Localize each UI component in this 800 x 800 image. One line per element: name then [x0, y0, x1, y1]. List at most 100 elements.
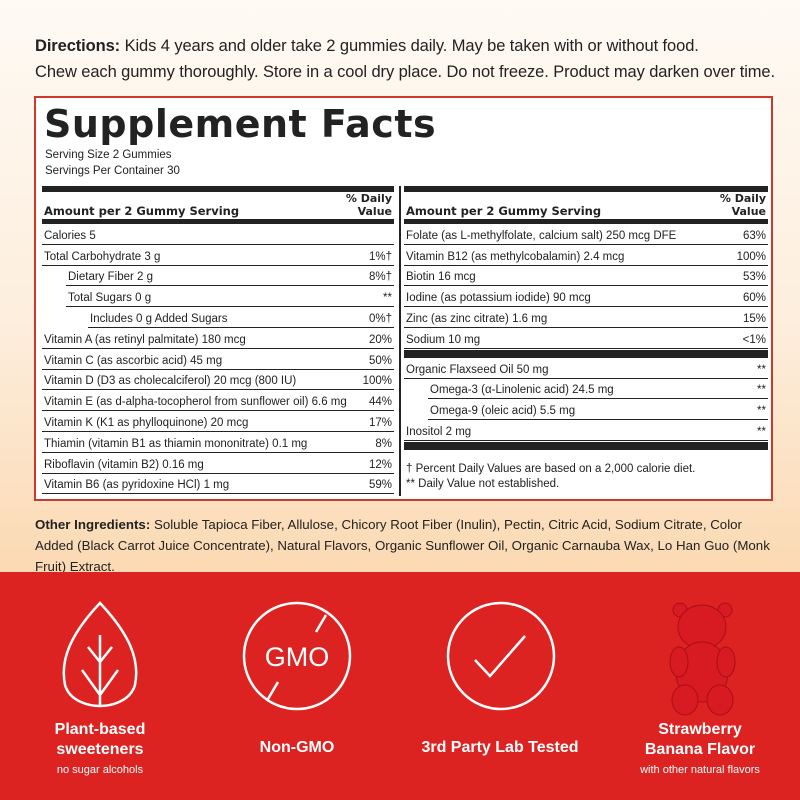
right-column: Amount per 2 Gummy Serving % Daily Value …	[404, 186, 768, 492]
nutrient-row: Total Carbohydrate 3 g 1%†	[42, 245, 394, 266]
dv-header: % Daily Value	[719, 192, 766, 218]
nutrient-row: Calories 5	[42, 224, 394, 245]
nutrient-row: Vitamin E (as d-alpha-tocopherol from su…	[42, 390, 394, 412]
feature-title: Non-GMO	[259, 739, 335, 756]
daily-value: **	[757, 384, 766, 397]
feature-title: Banana Flavor	[644, 741, 756, 758]
directions: Directions: Kids 4 years and older take …	[35, 33, 775, 85]
nutrient-row: Folate (as L-methylfolate, calcium salt)…	[404, 224, 768, 245]
nutrient-row: Biotin 16 mcg 53%	[404, 266, 768, 287]
nutrient-row: Vitamin B6 (as pyridoxine HCl) 1 mg 59%	[42, 474, 394, 495]
svg-text:GMO: GMO	[265, 642, 330, 672]
daily-value: **	[383, 292, 392, 305]
daily-value: <1%	[742, 333, 766, 346]
nutrient-row: Vitamin D (D3 as cholecalciferol) 20 mcg…	[42, 370, 394, 391]
daily-value: 0%†	[368, 312, 392, 325]
feature-title: sweeteners	[56, 741, 144, 758]
divider-bar	[404, 441, 768, 450]
directions-line-1: Kids 4 years and older take 2 gummies da…	[120, 37, 699, 55]
nutrient-name: Total Carbohydrate 3 g	[44, 250, 161, 263]
other-ingredients-text: Soluble Tapioca Fiber, Allulose, Chicory…	[35, 517, 770, 574]
directions-line-2: Chew each gummy thoroughly. Store in a c…	[35, 63, 775, 81]
feature-subtitle: no sugar alcohols	[56, 764, 144, 776]
nutrient-row: Thiamin (vitamin B1 as thiamin mononitra…	[42, 432, 394, 453]
column-header: Amount per 2 Gummy Serving % Daily Value	[42, 192, 394, 224]
nutrient-row: Organic Flaxseed Oil 50 mg **	[404, 358, 768, 379]
nutrient-row: Omega-9 (oleic acid) 5.5 mg **	[428, 399, 768, 421]
nutrient-name: Total Sugars 0 g	[68, 292, 152, 305]
nutrient-row: Includes 0 g Added Sugars 0%†	[88, 307, 394, 328]
nutrient-row: Zinc (as zinc citrate) 1.6 mg 15%	[404, 307, 768, 328]
nutrient-row: Iodine (as potassium iodide) 90 mcg 60%	[404, 286, 768, 308]
amount-header: Amount per 2 Gummy Serving	[44, 204, 240, 218]
serving-size: Serving Size 2 Gummies	[45, 149, 172, 161]
daily-value: **	[757, 425, 766, 438]
divider-bar	[404, 349, 768, 358]
daily-value: 15%	[742, 312, 766, 325]
daily-value: 8%	[375, 437, 392, 450]
daily-value: 8%†	[368, 271, 392, 284]
feature-subtitle: with other natural flavors	[640, 764, 760, 776]
column-divider	[399, 186, 401, 496]
daily-value: 1%†	[368, 250, 392, 263]
daily-value: 50%	[368, 354, 392, 367]
daily-value: **	[757, 363, 766, 376]
nutrient-name: Folate (as L-methylfolate, calcium salt)…	[406, 229, 677, 242]
daily-value: 63%	[742, 229, 766, 242]
nutrient-row: Vitamin B12 (as methylcobalamin) 2.4 mcg…	[404, 245, 768, 266]
nutrient-row: Omega-3 (α-Linolenic acid) 24.5 mg **	[428, 379, 768, 400]
panel-title: Supplement Facts	[44, 102, 437, 146]
feature-title: Strawberry	[658, 721, 742, 738]
daily-value: 12%	[368, 458, 392, 471]
other-ingredients: Other Ingredients: Soluble Tapioca Fiber…	[35, 514, 775, 577]
nutrient-name: Vitamin B12 (as methylcobalamin) 2.4 mcg	[406, 250, 625, 263]
daily-value: 100%	[736, 250, 766, 263]
nutrient-name: Biotin 16 mcg	[406, 271, 476, 284]
nutrient-row: Dietary Fiber 2 g 8%†	[66, 266, 394, 287]
nutrient-name: Calories 5	[44, 229, 96, 242]
gummy-bear-image	[669, 602, 736, 716]
nutrient-name: Sodium 10 mg	[406, 333, 481, 346]
feature-title: 3rd Party Lab Tested	[421, 739, 579, 756]
nutrient-row: Vitamin A (as retinyl palmitate) 180 mcg…	[42, 328, 394, 349]
nutrient-name: Dietary Fiber 2 g	[68, 271, 154, 284]
daily-value: 44%	[368, 396, 392, 409]
nutrient-name: Thiamin (vitamin B1 as thiamin mononitra…	[44, 437, 308, 450]
directions-label: Directions:	[35, 37, 121, 55]
nutrient-name: Omega-3 (α-Linolenic acid) 24.5 mg	[430, 384, 614, 397]
nutrient-name: Includes 0 g Added Sugars	[90, 312, 228, 325]
daily-value: 53%	[742, 271, 766, 284]
column-header: Amount per 2 Gummy Serving % Daily Value	[404, 192, 768, 224]
leaf-icon	[62, 601, 138, 708]
divider-bar	[42, 186, 394, 192]
nutrient-name: Vitamin K (K1 as phylloquinone) 20 mcg	[44, 416, 249, 429]
nutrient-name: Vitamin B6 (as pyridoxine HCl) 1 mg	[44, 479, 230, 492]
feature-title: Plant-based	[54, 721, 146, 738]
supplement-facts-panel: Supplement Facts Serving Size 2 Gummies …	[34, 96, 773, 501]
servings-per-container: Servings Per Container 30	[45, 165, 180, 177]
daily-value: 100%	[362, 375, 392, 388]
divider-bar	[404, 186, 768, 192]
nutrient-name: Vitamin D (D3 as cholecalciferol) 20 mcg…	[44, 375, 297, 388]
nutrient-row: Total Sugars 0 g **	[66, 286, 394, 308]
footnote-not-established: ** Daily Value not established.	[406, 477, 560, 490]
no-gmo-icon: GMO	[242, 601, 352, 711]
daily-value: 60%	[742, 292, 766, 305]
features-banner: Plant-based sweeteners no sugar alcohols …	[0, 572, 800, 800]
nutrient-row: Riboflavin (vitamin B2) 0.16 mg 12%	[42, 453, 394, 474]
nutrient-name: Vitamin A (as retinyl palmitate) 180 mcg	[44, 333, 246, 346]
other-ingredients-label: Other Ingredients:	[35, 517, 151, 532]
nutrient-name: Zinc (as zinc citrate) 1.6 mg	[406, 312, 548, 325]
checkmark-circle-icon	[446, 601, 556, 711]
daily-value: **	[757, 405, 766, 418]
nutrient-name: Riboflavin (vitamin B2) 0.16 mg	[44, 458, 204, 471]
daily-value: 17%	[368, 416, 392, 429]
nutrient-name: Organic Flaxseed Oil 50 mg	[406, 363, 549, 376]
nutrient-row: Vitamin C (as ascorbic acid) 45 mg 50%	[42, 349, 394, 370]
nutrient-name: Iodine (as potassium iodide) 90 mcg	[406, 292, 591, 305]
footnote-dv: † Percent Daily Values are based on a 2,…	[406, 462, 696, 475]
amount-header: Amount per 2 Gummy Serving	[406, 204, 602, 218]
daily-value: 59%	[368, 479, 392, 492]
nutrient-row: Vitamin K (K1 as phylloquinone) 20 mcg 17…	[42, 411, 394, 432]
nutrient-name: Vitamin C (as ascorbic acid) 45 mg	[44, 354, 223, 367]
